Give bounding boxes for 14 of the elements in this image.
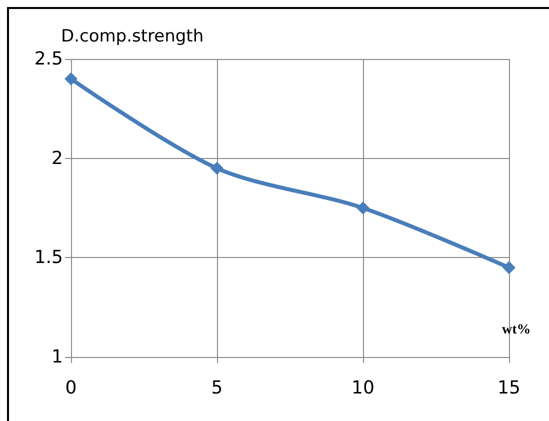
y-tick-label: 1 <box>52 346 63 368</box>
point <box>356 202 370 214</box>
y-axis-title: D.comp.strength <box>61 26 204 46</box>
y-tick-label: 2.5 <box>34 48 63 70</box>
y-tick-label: 2 <box>52 148 63 169</box>
x-tick-label: 5 <box>211 378 223 398</box>
point <box>502 261 516 274</box>
point <box>210 162 224 175</box>
x-axis-title: wt% <box>502 322 531 338</box>
x-tick-label: 0 <box>65 378 77 398</box>
x-tick-label: 15 <box>498 378 520 398</box>
y-tick-label: 1.5 <box>34 247 63 268</box>
x-tick-label: 10 <box>352 378 374 398</box>
point <box>64 72 78 86</box>
